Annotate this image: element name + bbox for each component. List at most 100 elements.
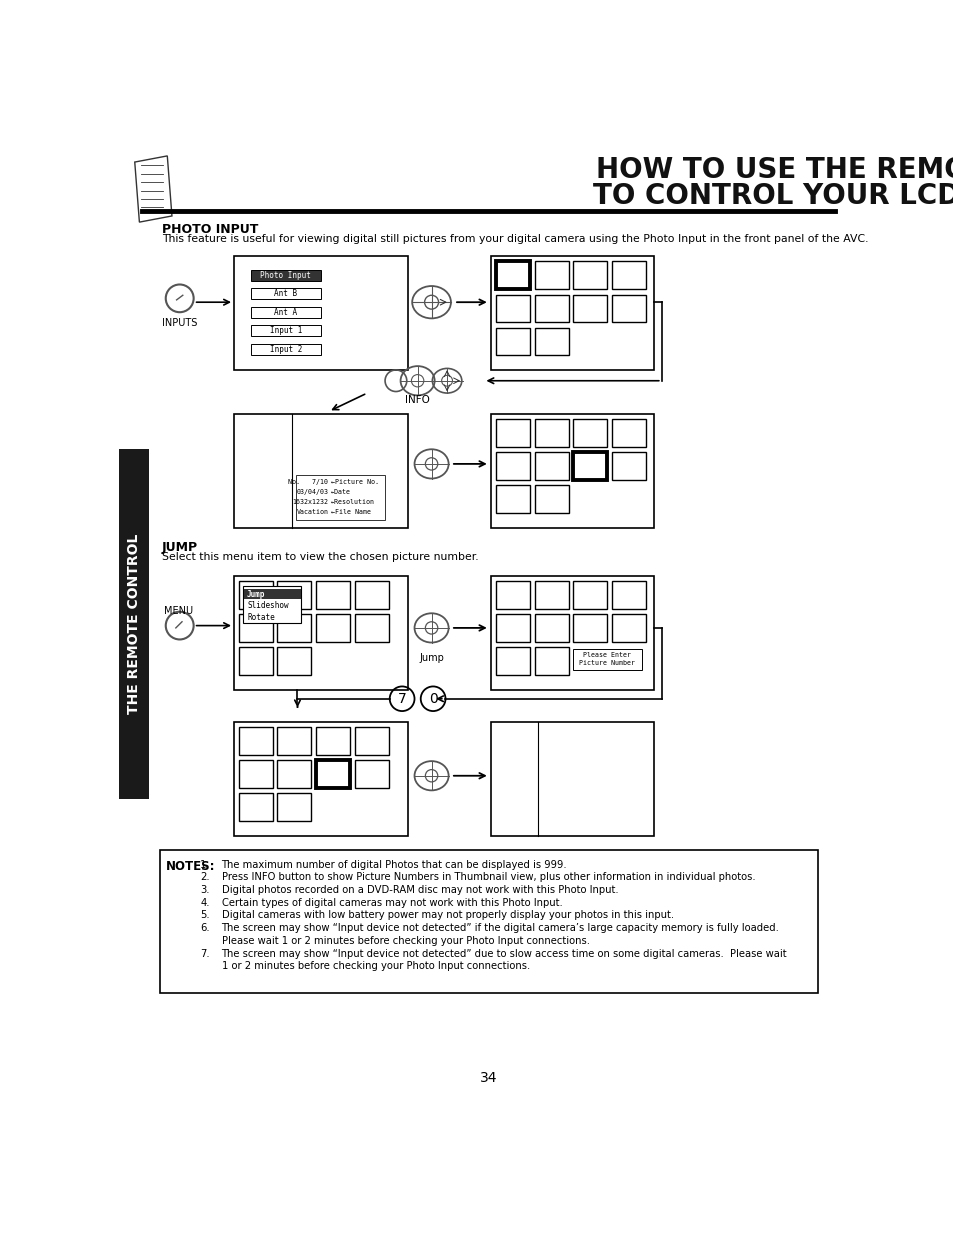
Bar [491,414,654,527]
Text: 5.: 5. [200,910,210,920]
Bar [243,587,301,622]
Text: INFO: INFO [405,395,430,405]
Text: The maximum number of digital Photos that can be displayed is 999.: The maximum number of digital Photos tha… [221,860,567,869]
Bar [251,270,320,280]
Text: 34: 34 [479,1071,497,1086]
Bar [355,580,389,609]
Bar [119,448,149,799]
Bar [534,262,568,289]
Bar [277,727,311,755]
Bar [233,576,408,689]
Text: 1.: 1. [200,860,210,869]
Text: 7.: 7. [200,948,210,958]
Bar [233,721,408,836]
Bar [251,288,320,299]
Text: NOTES:: NOTES: [166,860,215,873]
Bar [496,327,530,356]
Bar [238,761,273,788]
Bar [355,727,389,755]
Bar [277,614,311,642]
Bar [238,727,273,755]
Text: 4.: 4. [200,898,210,908]
Bar [534,647,568,674]
Text: Select this menu item to view the chosen picture number.: Select this menu item to view the chosen… [162,552,478,562]
Bar [496,262,530,289]
Text: ←Date: ←Date [331,489,351,495]
Text: The screen may show “Input device not detected” if the digital camera’s large ca: The screen may show “Input device not de… [221,924,779,934]
Bar [534,294,568,322]
Text: Input 2: Input 2 [270,345,302,353]
Bar [496,647,530,674]
Bar [159,851,818,993]
Bar [277,761,311,788]
Text: 1 or 2 minutes before checking your Photo Input connections.: 1 or 2 minutes before checking your Phot… [221,961,529,971]
Bar [238,647,273,674]
Bar [277,793,311,821]
Bar [612,580,645,609]
Bar [491,721,654,836]
Text: 0: 0 [428,692,437,705]
Text: MENU: MENU [164,606,193,616]
Bar [612,294,645,322]
Bar [496,294,530,322]
Text: Vacation: Vacation [296,509,328,515]
Bar [534,419,568,447]
Bar [238,614,273,642]
Text: Press INFO button to show Picture Numbers in Thumbnail view, plus other informat: Press INFO button to show Picture Number… [221,872,755,882]
Text: Input 1: Input 1 [270,326,302,335]
Text: 3.: 3. [200,885,210,895]
Bar [238,793,273,821]
Bar [491,256,654,370]
Text: Jump: Jump [418,652,443,662]
Bar [534,327,568,356]
Bar [612,419,645,447]
Bar [612,262,645,289]
Text: 1632x1232: 1632x1232 [293,499,328,505]
Bar [573,262,607,289]
Bar [496,580,530,609]
Text: The screen may show “Input device not detected” due to slow access time on some : The screen may show “Input device not de… [221,948,786,958]
Text: Certain types of digital cameras may not work with this Photo Input.: Certain types of digital cameras may not… [221,898,561,908]
Text: ←File Name: ←File Name [331,509,371,515]
Text: Rotate: Rotate [247,613,274,621]
Bar [573,614,607,642]
Bar [238,580,273,609]
Bar [491,576,654,689]
Text: This feature is useful for viewing digital still pictures from your digital came: This feature is useful for viewing digit… [162,235,867,245]
Bar [573,294,607,322]
Bar [295,475,385,520]
Bar [496,614,530,642]
Bar [573,580,607,609]
Bar [233,256,408,370]
Text: ←Resolution: ←Resolution [331,499,375,505]
Bar [277,647,311,674]
Bar [534,452,568,480]
Bar [315,614,350,642]
Text: HOW TO USE THE REMOTE: HOW TO USE THE REMOTE [596,156,953,184]
Bar [572,648,641,671]
Text: 7: 7 [397,692,406,705]
Text: 6.: 6. [200,924,210,934]
Text: Please wait 1 or 2 minutes before checking your Photo Input connections.: Please wait 1 or 2 minutes before checki… [221,936,589,946]
Bar [251,325,320,336]
Bar [355,761,389,788]
Bar [496,419,530,447]
Text: ←Picture No.: ←Picture No. [331,479,378,484]
Text: Digital cameras with low battery power may not properly display your photos in t: Digital cameras with low battery power m… [221,910,673,920]
Text: Jump: Jump [247,589,265,599]
Bar [534,580,568,609]
Text: Digital photos recorded on a DVD-RAM disc may not work with this Photo Input.: Digital photos recorded on a DVD-RAM dis… [221,885,618,895]
Text: Ant A: Ant A [274,308,297,316]
Text: No.   7/10: No. 7/10 [288,479,328,484]
Bar [315,580,350,609]
Text: TO CONTROL YOUR LCD TV: TO CONTROL YOUR LCD TV [592,182,953,210]
Bar [534,614,568,642]
Text: PHOTO INPUT: PHOTO INPUT [162,222,258,236]
Bar [496,485,530,514]
Text: Please Enter
Picture Number: Please Enter Picture Number [578,652,635,667]
Bar [251,343,320,354]
Text: Slideshow: Slideshow [247,601,289,610]
Text: INPUTS: INPUTS [162,317,197,327]
Bar [534,485,568,514]
Bar [277,580,311,609]
